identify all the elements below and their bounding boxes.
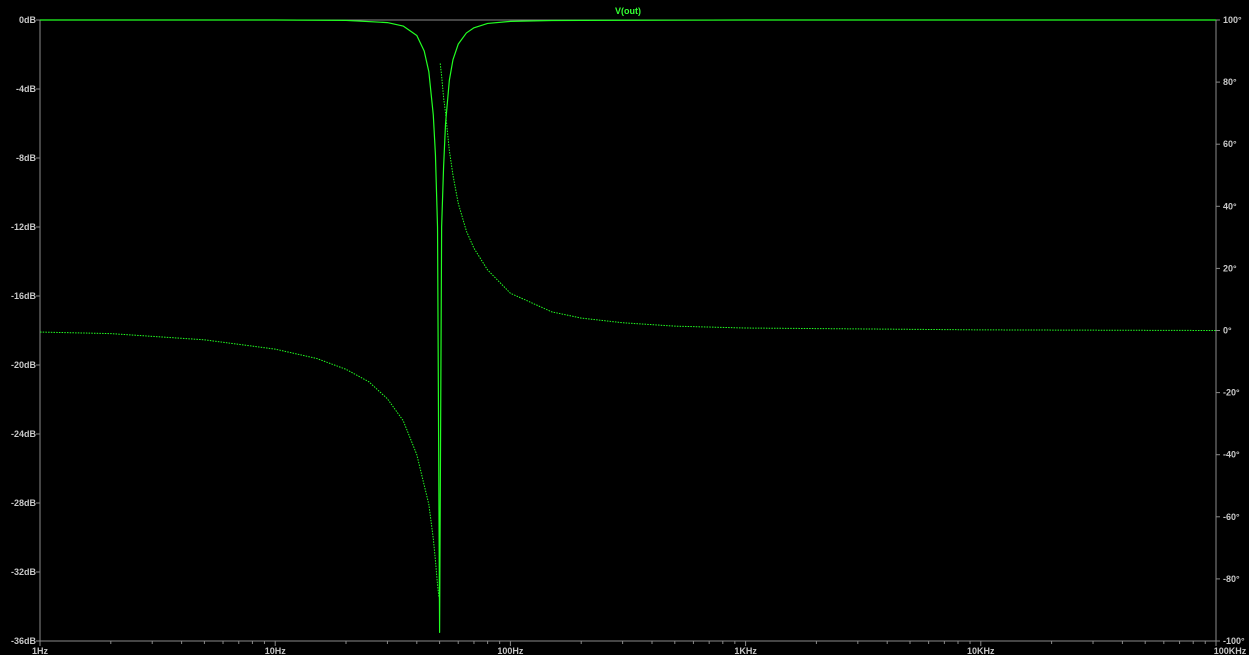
y-right-tick-label: -20° bbox=[1223, 388, 1240, 398]
x-tick-label: 100Hz bbox=[497, 646, 524, 655]
x-tick-label: 10Hz bbox=[265, 646, 287, 655]
y-right-tick-label: -60° bbox=[1223, 512, 1240, 522]
y-right-tick-label: 0° bbox=[1223, 326, 1232, 336]
y-left-tick-label: 0dB bbox=[19, 15, 37, 25]
tick-marks bbox=[36, 19, 1220, 646]
phase-trace[interactable] bbox=[439, 63, 1217, 331]
y-left-tick-label: -36dB bbox=[11, 636, 37, 646]
y-right-tick-label: 60° bbox=[1223, 139, 1237, 149]
x-tick-label: 10KHz bbox=[967, 646, 995, 655]
y-left-tick-label: -32dB bbox=[11, 567, 37, 577]
trace-label[interactable]: V(out) bbox=[615, 6, 641, 16]
y-right-tick-label: -100° bbox=[1223, 636, 1245, 646]
x-tick-label: 100KHz bbox=[1214, 646, 1247, 655]
y-right-tick-label: 80° bbox=[1223, 77, 1237, 87]
x-tick-label: 1KHz bbox=[734, 646, 757, 655]
y-right-tick-label: -80° bbox=[1223, 574, 1240, 584]
y-left-tick-label: -24dB bbox=[11, 429, 37, 439]
y-left-tick-label: -4dB bbox=[16, 84, 37, 94]
y-left-tick-label: -12dB bbox=[11, 222, 37, 232]
x-tick-label: 1Hz bbox=[32, 646, 49, 655]
traces bbox=[39, 19, 1217, 633]
y-right-tick-label: 100° bbox=[1223, 15, 1242, 25]
phase-trace[interactable] bbox=[39, 331, 440, 598]
y-right-tick-label: 20° bbox=[1223, 263, 1237, 273]
y-right-tick-label: 40° bbox=[1223, 201, 1237, 211]
tick-labels: 0dB -4dB -8dB -12dB -16dB -20dB -24dB -28dB -32d… bbox=[11, 15, 1247, 655]
y-left-tick-label: -20dB bbox=[11, 360, 37, 370]
y-left-tick-label: -28dB bbox=[11, 498, 37, 508]
y-left-tick-label: -16dB bbox=[11, 291, 37, 301]
magnitude-trace[interactable] bbox=[40, 19, 1216, 633]
y-right-tick-label: -40° bbox=[1223, 450, 1240, 460]
y-left-tick-label: -8dB bbox=[16, 153, 37, 163]
